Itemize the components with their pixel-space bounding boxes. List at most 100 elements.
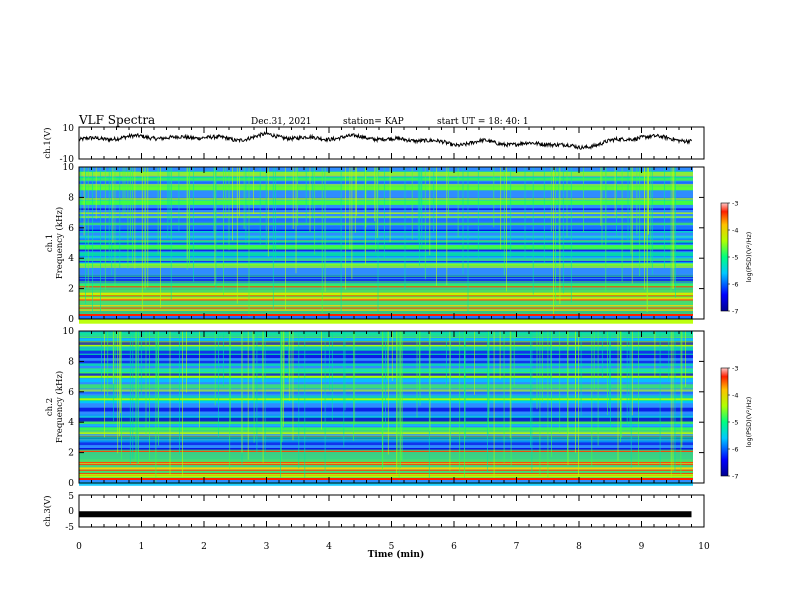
sferic-impulse — [428, 331, 430, 478]
sferic-impulse — [297, 167, 298, 226]
sferic-impulse — [672, 331, 674, 471]
sferic-impulse — [401, 331, 403, 461]
sferic-impulse — [179, 331, 180, 455]
low-frequency-band — [79, 285, 693, 316]
sferic-impulse — [396, 331, 398, 451]
sferic-impulse — [119, 331, 120, 437]
spectrogram-band — [79, 218, 693, 224]
ch2-colorbar: -3 -4 -5 -6 -7 log(PSD)(V²/Hz) — [720, 365, 753, 481]
low-frequency-line — [79, 297, 693, 299]
ytick-label: 6 — [68, 388, 74, 398]
sferic-impulse — [609, 331, 610, 409]
sferic-impulse — [681, 331, 683, 448]
spectrogram-band — [79, 229, 693, 231]
sferic-impulse — [566, 167, 568, 238]
xtick-label: 3 — [264, 542, 270, 552]
spectrogram-band — [79, 427, 693, 431]
sferic-impulse — [411, 167, 413, 240]
sferic-impulse — [550, 167, 552, 232]
sferic-impulse — [493, 331, 495, 480]
sferic-impulse — [188, 167, 190, 261]
sferic-impulse — [567, 331, 568, 459]
sferic-impulse — [267, 167, 269, 257]
sferic-impulse — [288, 331, 290, 381]
sferic-impulse — [149, 331, 150, 461]
sferic-impulse — [218, 331, 219, 438]
ytick-label: 8 — [68, 357, 74, 367]
sferic-impulse — [225, 167, 227, 218]
sferic-impulse — [259, 167, 261, 244]
sferic-impulse — [121, 331, 122, 460]
spectrogram-band — [79, 314, 693, 319]
sferic-impulse — [418, 331, 420, 391]
sferic-impulse — [186, 331, 187, 393]
spectrogram-band — [79, 256, 693, 259]
sferic-impulse — [135, 331, 137, 461]
xtick-label: 5 — [389, 542, 395, 552]
spectrogram-band — [79, 238, 693, 241]
colorbar-label: log(PSD)(V²/Hz) — [745, 232, 753, 283]
low-frequency-line — [79, 292, 693, 294]
sferic-impulse — [122, 167, 124, 216]
sferic-impulse — [664, 167, 665, 269]
spectrogram-band — [79, 318, 693, 324]
spectrogram-band — [79, 429, 693, 433]
ytick-label: 0 — [68, 315, 74, 325]
sferic-impulse — [275, 167, 276, 260]
sferic-impulse — [127, 167, 129, 269]
spectrogram-band — [79, 265, 693, 268]
sferic-impulse — [524, 167, 526, 260]
sferic-impulse — [680, 331, 682, 475]
sferic-impulse — [253, 167, 254, 215]
spectrogram-band — [79, 448, 693, 451]
colorbar-tick-label: -5 — [732, 419, 738, 427]
sferic-impulse — [424, 167, 426, 280]
sferic-impulse — [375, 167, 377, 252]
spectrogram-band — [79, 208, 693, 210]
sferic-impulse — [305, 167, 307, 224]
sferic-impulse — [119, 167, 121, 269]
low-frequency-line — [79, 295, 693, 297]
colorbar-gradient — [720, 367, 729, 477]
sferic-impulse — [92, 167, 93, 313]
sferic-impulse — [500, 167, 502, 250]
sferic-impulse — [450, 331, 451, 446]
sferic-impulse — [419, 167, 420, 266]
date-label: Dec.31, 2021 — [251, 117, 312, 127]
colorbar-tick-label: -6 — [732, 446, 738, 454]
sferic-impulse — [499, 331, 501, 380]
sferic-impulse — [536, 331, 538, 410]
sferic-impulse — [404, 167, 406, 289]
sferic-impulse — [583, 167, 584, 233]
sferic-impulse — [132, 331, 134, 459]
sferic-impulse — [169, 331, 171, 475]
sferic-impulse — [446, 167, 448, 286]
sferic-impulse — [436, 167, 437, 286]
sferic-impulse — [387, 331, 389, 455]
sferic-impulse — [215, 167, 217, 226]
sferic-impulse — [513, 331, 515, 387]
xtick-label: 8 — [576, 542, 582, 552]
sferic-impulse — [487, 331, 488, 473]
sferic-impulse — [659, 331, 661, 468]
spectrogram-band — [79, 177, 693, 179]
sferic-impulse — [385, 331, 386, 428]
sferic-impulse — [551, 331, 552, 457]
sferic-impulse — [509, 331, 511, 439]
sferic-impulse — [627, 167, 629, 241]
sferic-impulse — [256, 331, 258, 452]
sferic-impulse — [381, 331, 383, 471]
spectrogram-band — [79, 274, 693, 277]
sferic-impulse — [117, 331, 119, 454]
sferic-impulse — [391, 331, 393, 381]
sferic-impulse — [644, 167, 645, 290]
sferic-impulse — [543, 167, 545, 264]
sferic-impulse — [85, 167, 86, 304]
sferic-impulse — [386, 331, 388, 380]
sferic-impulse — [626, 331, 628, 427]
spectrogram-band — [79, 178, 693, 181]
ch1-colorbar: -3 -4 -5 -6 -7 log(PSD)(V²/Hz) — [720, 200, 753, 316]
sferic-impulse — [620, 331, 621, 443]
ytick-label: 6 — [68, 224, 74, 234]
sferic-impulse — [120, 331, 121, 413]
